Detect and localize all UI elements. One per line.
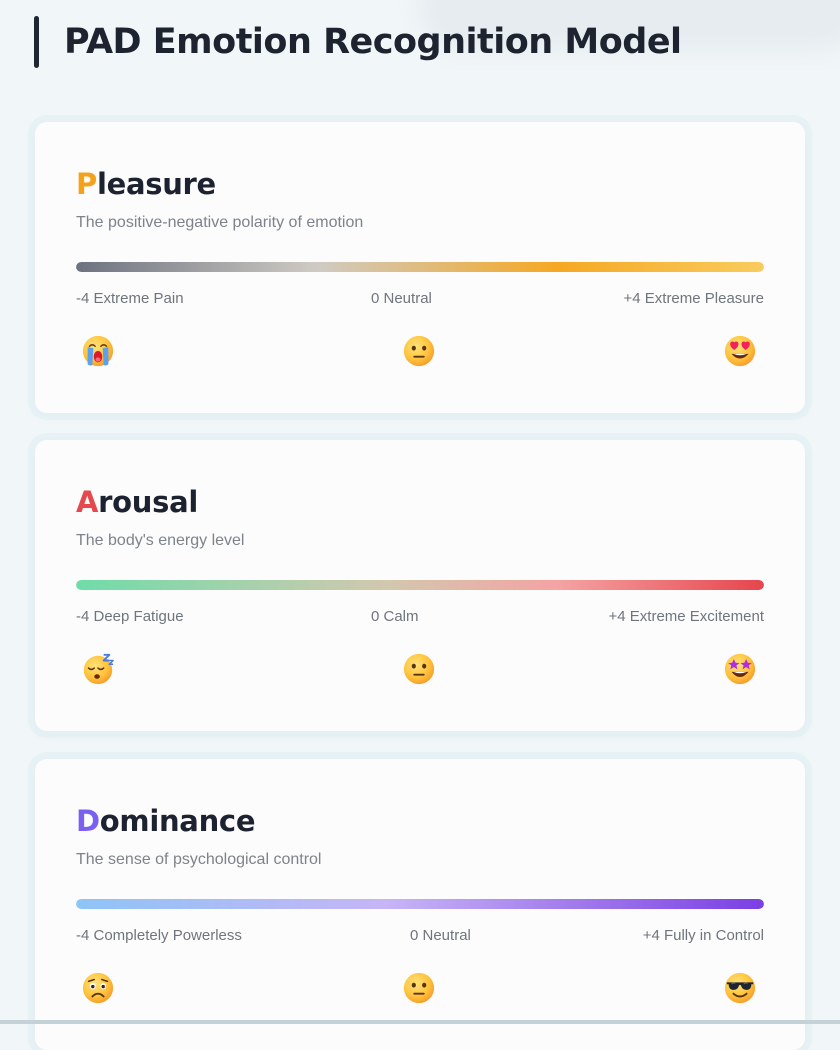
neutral-face-icon	[403, 653, 435, 685]
dominance-card: Dominance The sense of psychological con…	[35, 759, 805, 1050]
scale-high-label: +4 Extreme Excitement	[608, 608, 764, 625]
background-glow	[420, 0, 840, 50]
card-description: The body's energy level	[76, 532, 245, 549]
sleeping-face-icon	[83, 653, 114, 685]
scale-mid-label: 0 Calm	[371, 608, 419, 625]
title-rest: ominance	[99, 804, 256, 838]
pleasure-gradient-bar	[76, 262, 764, 272]
star-struck-face-icon	[724, 653, 756, 685]
neutral-face-icon	[403, 972, 435, 1004]
page-title: PAD Emotion Recognition Model	[64, 22, 682, 62]
page-header: PAD Emotion Recognition Model	[34, 16, 682, 68]
heart-eyes-face-icon	[724, 335, 756, 367]
card-description: The positive-negative polarity of emotio…	[76, 214, 364, 231]
bottom-scroll-edge	[0, 1020, 840, 1024]
neutral-face-icon	[403, 335, 435, 367]
title-rest: leasure	[96, 167, 216, 201]
scale-high-label: +4 Fully in Control	[642, 927, 764, 944]
title-initial: P	[76, 167, 97, 201]
card-title: Pleasure	[76, 167, 216, 201]
card-title: Arousal	[76, 485, 198, 519]
title-initial: A	[76, 485, 99, 519]
card-title: Dominance	[76, 804, 255, 838]
sunglasses-face-icon	[724, 972, 756, 1004]
title-initial: D	[76, 804, 100, 838]
scale-mid-label: 0 Neutral	[371, 290, 432, 307]
loudly-crying-face-icon	[82, 335, 114, 367]
dominance-gradient-bar	[76, 899, 764, 909]
scale-low-label: -4 Deep Fatigue	[76, 608, 184, 625]
worried-face-icon	[82, 972, 114, 1004]
card-description: The sense of psychological control	[76, 851, 322, 868]
scale-mid-label: 0 Neutral	[410, 927, 471, 944]
scale-low-label: -4 Completely Powerless	[76, 927, 242, 944]
scale-low-label: -4 Extreme Pain	[76, 290, 184, 307]
arousal-gradient-bar	[76, 580, 764, 590]
scale-high-label: +4 Extreme Pleasure	[623, 290, 765, 307]
title-rest: rousal	[98, 485, 198, 519]
pleasure-card: Pleasure The positive-negative polarity …	[35, 122, 805, 413]
arousal-card: Arousal The body's energy level -4 Deep …	[35, 440, 805, 731]
title-accent-bar	[34, 16, 39, 68]
